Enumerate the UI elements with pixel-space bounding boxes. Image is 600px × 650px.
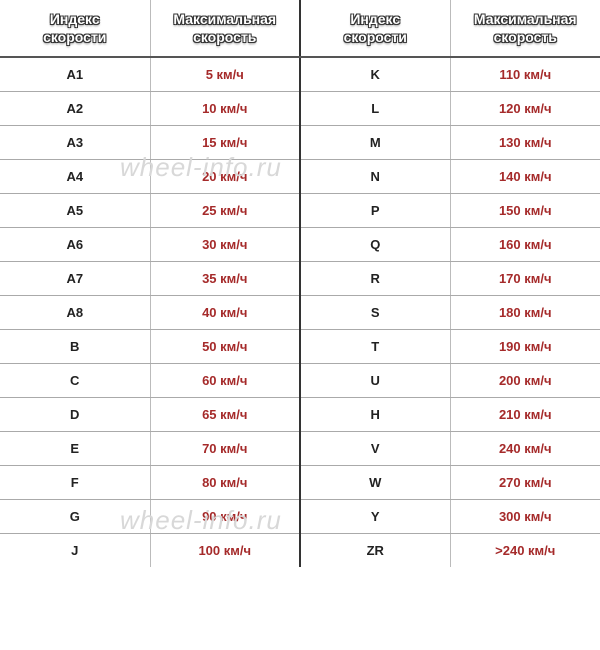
header-index-1: Индексскорости bbox=[0, 0, 150, 57]
index-cell: A8 bbox=[0, 296, 150, 330]
index-cell: A7 bbox=[0, 262, 150, 296]
index-cell: T bbox=[300, 330, 450, 364]
speed-cell: 50 км/ч bbox=[150, 330, 300, 364]
speed-cell: 140 км/ч bbox=[450, 160, 600, 194]
speed-cell: 130 км/ч bbox=[450, 126, 600, 160]
speed-cell: 10 км/ч bbox=[150, 92, 300, 126]
table-row: A630 км/чQ160 км/ч bbox=[0, 228, 600, 262]
speed-cell: 120 км/ч bbox=[450, 92, 600, 126]
table-row: D65 км/чH210 км/ч bbox=[0, 398, 600, 432]
speed-cell: 80 км/ч bbox=[150, 466, 300, 500]
speed-cell: 20 км/ч bbox=[150, 160, 300, 194]
table-row: A735 км/чR170 км/ч bbox=[0, 262, 600, 296]
speed-cell: 170 км/ч bbox=[450, 262, 600, 296]
index-cell: A2 bbox=[0, 92, 150, 126]
table-row: G90 км/чY300 км/ч bbox=[0, 500, 600, 534]
speed-cell: 300 км/ч bbox=[450, 500, 600, 534]
index-cell: V bbox=[300, 432, 450, 466]
speed-cell: 100 км/ч bbox=[150, 534, 300, 568]
speed-cell: 70 км/ч bbox=[150, 432, 300, 466]
header-row: Индексскорости Максимальнаяскорость Инде… bbox=[0, 0, 600, 57]
header-speed-2: Максимальнаяскорость bbox=[450, 0, 600, 57]
speed-cell: 40 км/ч bbox=[150, 296, 300, 330]
table-row: A525 км/чP150 км/ч bbox=[0, 194, 600, 228]
index-cell: U bbox=[300, 364, 450, 398]
speed-cell: 270 км/ч bbox=[450, 466, 600, 500]
index-cell: B bbox=[0, 330, 150, 364]
index-cell: A3 bbox=[0, 126, 150, 160]
table-row: J100 км/чZR>240 км/ч bbox=[0, 534, 600, 568]
speed-cell: 160 км/ч bbox=[450, 228, 600, 262]
speed-index-table: Индексскорости Максимальнаяскорость Инде… bbox=[0, 0, 600, 567]
index-cell: R bbox=[300, 262, 450, 296]
speed-cell: 35 км/ч bbox=[150, 262, 300, 296]
table-row: E70 км/чV240 км/ч bbox=[0, 432, 600, 466]
speed-cell: 65 км/ч bbox=[150, 398, 300, 432]
index-cell: K bbox=[300, 57, 450, 92]
speed-cell: 15 км/ч bbox=[150, 126, 300, 160]
index-cell: F bbox=[0, 466, 150, 500]
table-row: F80 км/чW270 км/ч bbox=[0, 466, 600, 500]
table-body: A15 км/чK110 км/чA210 км/чL120 км/чA315 … bbox=[0, 57, 600, 567]
index-cell: A6 bbox=[0, 228, 150, 262]
index-cell: M bbox=[300, 126, 450, 160]
table-row: A840 км/чS180 км/ч bbox=[0, 296, 600, 330]
table-row: A15 км/чK110 км/ч bbox=[0, 57, 600, 92]
table-row: A315 км/чM130 км/ч bbox=[0, 126, 600, 160]
speed-cell: 150 км/ч bbox=[450, 194, 600, 228]
index-cell: A1 bbox=[0, 57, 150, 92]
index-cell: A4 bbox=[0, 160, 150, 194]
index-cell: H bbox=[300, 398, 450, 432]
speed-cell: 240 км/ч bbox=[450, 432, 600, 466]
index-cell: N bbox=[300, 160, 450, 194]
header-index-2: Индексскорости bbox=[300, 0, 450, 57]
index-cell: Y bbox=[300, 500, 450, 534]
table-row: B50 км/чT190 км/ч bbox=[0, 330, 600, 364]
speed-cell: 180 км/ч bbox=[450, 296, 600, 330]
index-cell: P bbox=[300, 194, 450, 228]
index-cell: D bbox=[0, 398, 150, 432]
speed-cell: 110 км/ч bbox=[450, 57, 600, 92]
speed-cell: 30 км/ч bbox=[150, 228, 300, 262]
table-container: wheel-info.ru wheel-info.ru Индексскорос… bbox=[0, 0, 600, 567]
speed-cell: 60 км/ч bbox=[150, 364, 300, 398]
speed-cell: 90 км/ч bbox=[150, 500, 300, 534]
speed-cell: 210 км/ч bbox=[450, 398, 600, 432]
index-cell: G bbox=[0, 500, 150, 534]
table-row: A210 км/чL120 км/ч bbox=[0, 92, 600, 126]
index-cell: A5 bbox=[0, 194, 150, 228]
index-cell: E bbox=[0, 432, 150, 466]
speed-cell: >240 км/ч bbox=[450, 534, 600, 568]
index-cell: L bbox=[300, 92, 450, 126]
index-cell: C bbox=[0, 364, 150, 398]
speed-cell: 25 км/ч bbox=[150, 194, 300, 228]
speed-cell: 200 км/ч bbox=[450, 364, 600, 398]
table-row: A420 км/чN140 км/ч bbox=[0, 160, 600, 194]
index-cell: S bbox=[300, 296, 450, 330]
index-cell: J bbox=[0, 534, 150, 568]
speed-cell: 5 км/ч bbox=[150, 57, 300, 92]
index-cell: W bbox=[300, 466, 450, 500]
header-speed-1: Максимальнаяскорость bbox=[150, 0, 300, 57]
speed-cell: 190 км/ч bbox=[450, 330, 600, 364]
index-cell: Q bbox=[300, 228, 450, 262]
table-row: C60 км/чU200 км/ч bbox=[0, 364, 600, 398]
index-cell: ZR bbox=[300, 534, 450, 568]
